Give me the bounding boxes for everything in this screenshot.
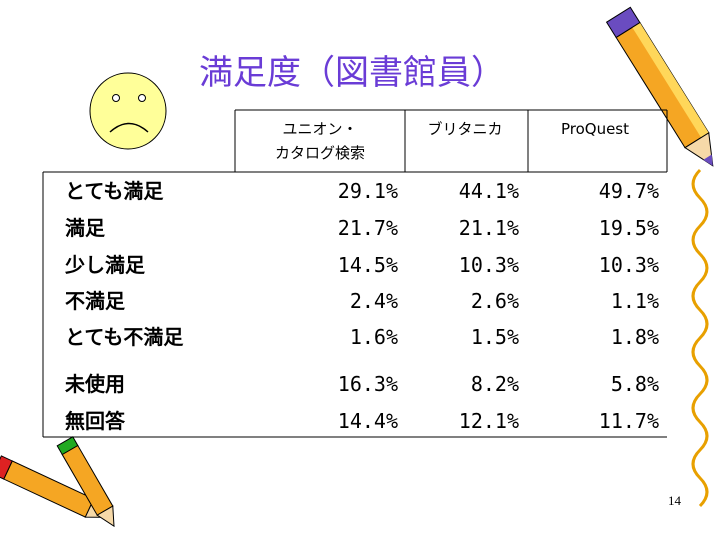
page-number: 14 xyxy=(668,493,682,508)
cell-value: 1.6% xyxy=(350,325,398,349)
table-rules xyxy=(42,109,668,438)
row-label: とても満足 xyxy=(65,179,164,203)
pencil-icon xyxy=(56,436,115,528)
cell-value: 12.1% xyxy=(459,409,519,433)
cell-value: 21.7% xyxy=(338,216,398,240)
cell-value: 19.5% xyxy=(599,216,659,240)
row-label: 少し満足 xyxy=(64,253,146,277)
cell-value: 1.5% xyxy=(471,325,519,349)
row-label: 未使用 xyxy=(65,372,125,396)
sad-face-icon xyxy=(89,72,167,150)
cell-value: 44.1% xyxy=(459,179,519,203)
row-label: 無回答 xyxy=(65,409,126,433)
column-header: ユニオン・ xyxy=(282,120,357,138)
cell-value: 21.1% xyxy=(459,216,519,240)
squiggle-decoration xyxy=(691,168,709,508)
cell-value: 10.3% xyxy=(459,253,519,277)
cell-value: 11.7% xyxy=(599,409,659,433)
column-header: ProQuest xyxy=(561,120,629,138)
cell-value: 10.3% xyxy=(599,253,659,277)
cell-value: 1.1% xyxy=(611,289,659,313)
cell-value: 1.8% xyxy=(611,325,659,349)
cell-value: 14.4% xyxy=(338,409,398,433)
row-label: とても不満足 xyxy=(65,325,184,349)
row-label: 満足 xyxy=(65,216,106,240)
column-header: カタログ検索 xyxy=(275,144,365,162)
row-label: 不満足 xyxy=(65,289,126,313)
cell-value: 2.4% xyxy=(350,289,398,313)
cell-value: 5.8% xyxy=(611,372,659,396)
cell-value: 29.1% xyxy=(338,179,398,203)
pencil-icon xyxy=(605,6,714,167)
cell-value: 16.3% xyxy=(338,372,398,396)
cell-value: 49.7% xyxy=(599,179,659,203)
column-header: ブリタニカ xyxy=(427,120,502,138)
cell-value: 14.5% xyxy=(338,253,398,277)
cell-value: 2.6% xyxy=(471,289,519,313)
cell-value: 8.2% xyxy=(471,372,519,396)
slide-title: 満足度（図書館員） xyxy=(199,53,505,93)
